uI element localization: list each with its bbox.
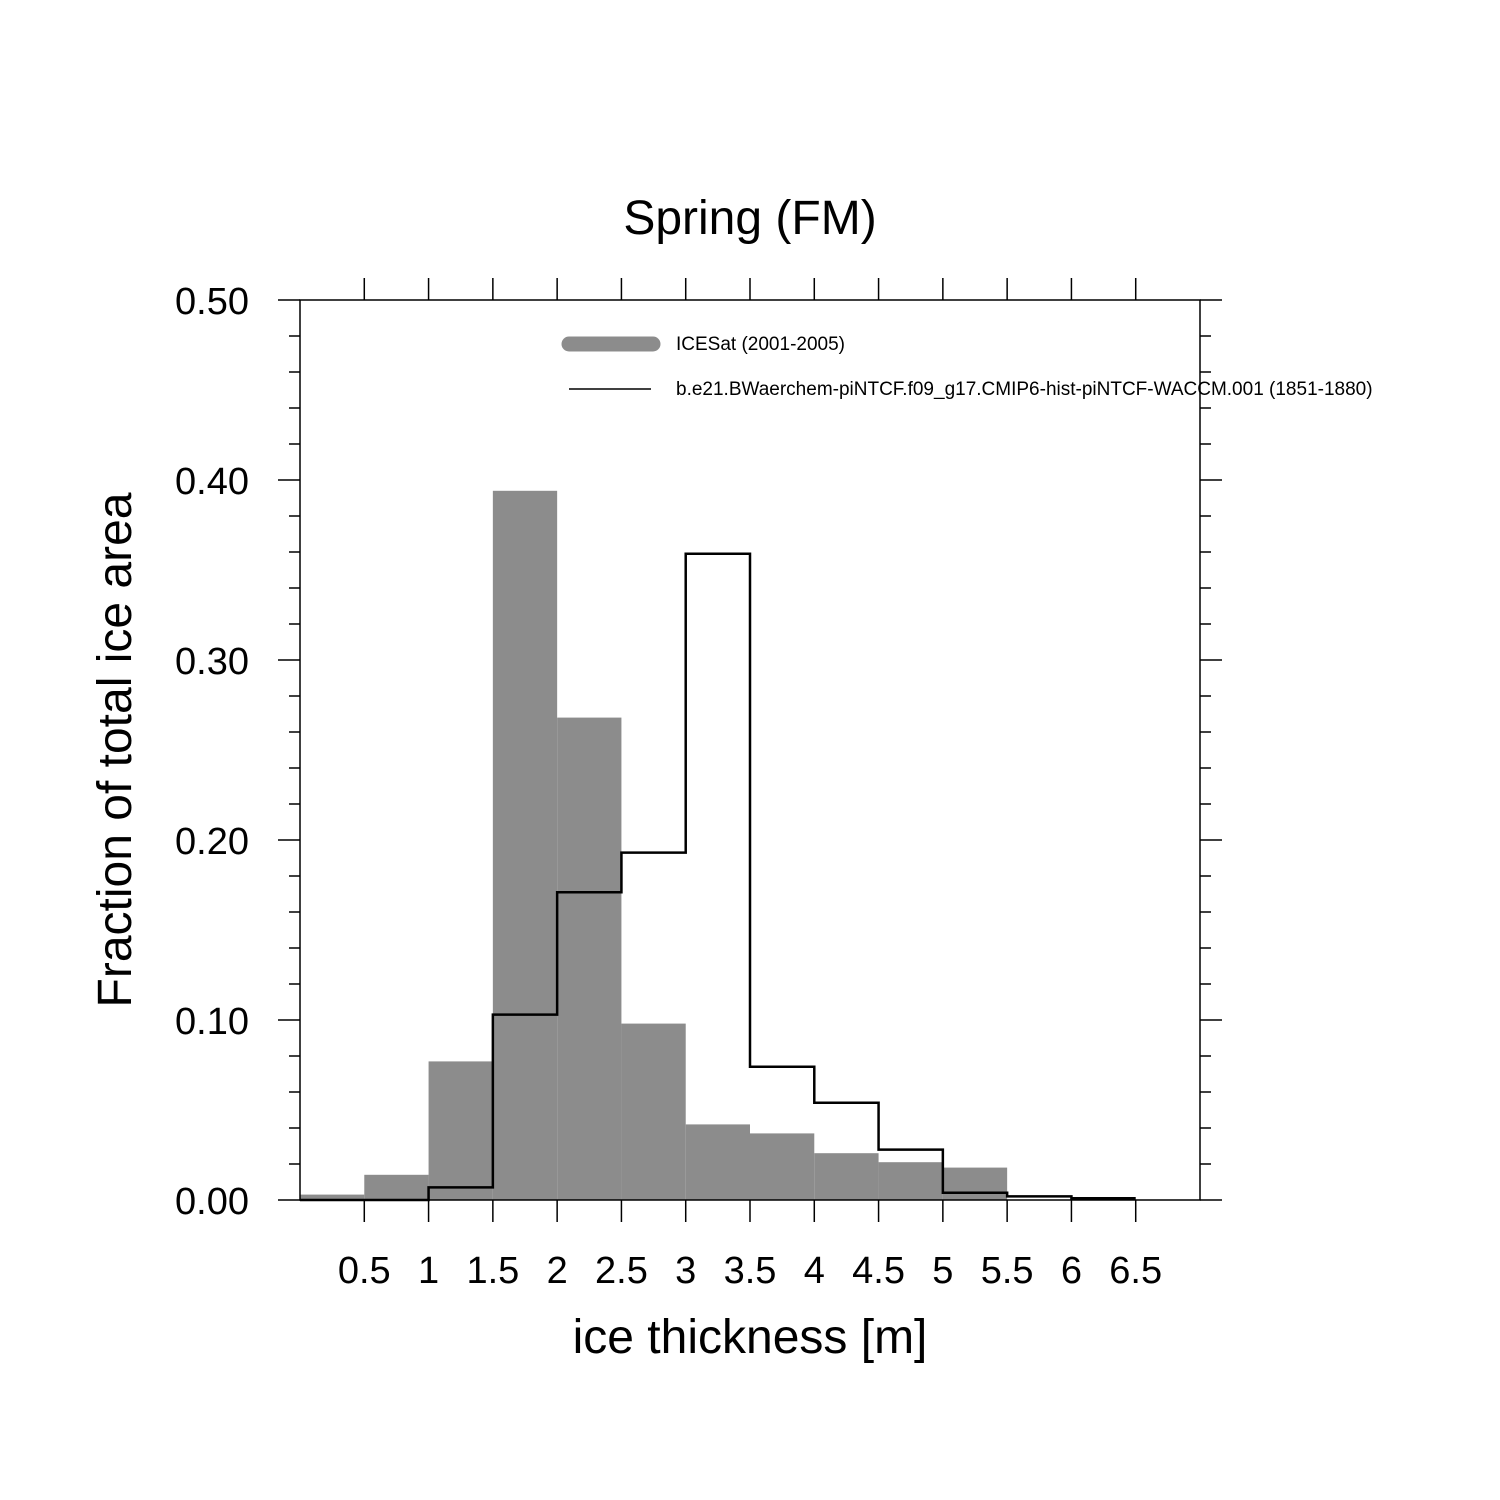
x-tick-label: 4.5 [852, 1250, 905, 1292]
y-tick-label: 0.40 [175, 461, 249, 503]
obs-bar [814, 1153, 879, 1200]
model-step-line [300, 552, 1136, 1202]
axis-ticks [278, 278, 1222, 1222]
x-tick-label: 3 [675, 1250, 696, 1292]
obs-bar [364, 1174, 429, 1200]
obs-bar [685, 1124, 750, 1200]
obs-bar [621, 1023, 686, 1200]
x-tick-label: 1 [418, 1250, 439, 1292]
x-tick-label: 5 [932, 1250, 953, 1292]
obs-bar [492, 490, 558, 1200]
obs-bar [428, 1061, 493, 1200]
y-tick-label: 0.50 [175, 281, 249, 323]
legend: ICESat (2001-2005) b.e21.BWaerchem-piNTC… [561, 334, 1373, 400]
y-tick-label: 0.00 [175, 1181, 249, 1223]
x-tick-label: 2 [547, 1250, 568, 1292]
x-tick-label: 2.5 [595, 1250, 648, 1292]
chart-title: Spring (FM) [623, 192, 876, 245]
x-tick-label: 1.5 [466, 1250, 519, 1292]
y-tick-label: 0.20 [175, 821, 249, 863]
obs-bars [300, 490, 1008, 1200]
obs-bar [878, 1162, 943, 1200]
x-tick-label: 6.5 [1109, 1250, 1162, 1292]
obs-bar [557, 717, 622, 1200]
x-axis-label: ice thickness [m] [573, 1311, 928, 1364]
model-step-line-group [300, 552, 1136, 1202]
x-tick-label: 5.5 [981, 1250, 1034, 1292]
obs-bar [942, 1167, 1008, 1200]
legend-label-obs: ICESat (2001-2005) [676, 334, 845, 355]
legend-label-model: b.e21.BWaerchem-piNTCF.f09_g17.CMIP6-his… [676, 379, 1373, 400]
y-tick-label: 0.30 [175, 641, 249, 683]
x-tick-label: 4 [804, 1250, 825, 1292]
obs-bar [750, 1133, 815, 1200]
y-axis-label: Fraction of total ice area [89, 492, 142, 1007]
x-tick-label: 3.5 [724, 1250, 777, 1292]
tick-labels: 0.5 1 1.5 2 2.5 3 3.5 4 4.5 5 5.5 6 6.5 0.00 0.10 0.20 0… [175, 281, 1162, 1292]
x-tick-label: 6 [1061, 1250, 1082, 1292]
obs-bar [300, 1194, 365, 1200]
y-tick-label: 0.10 [175, 1001, 249, 1043]
x-tick-label: 0.5 [338, 1250, 391, 1292]
